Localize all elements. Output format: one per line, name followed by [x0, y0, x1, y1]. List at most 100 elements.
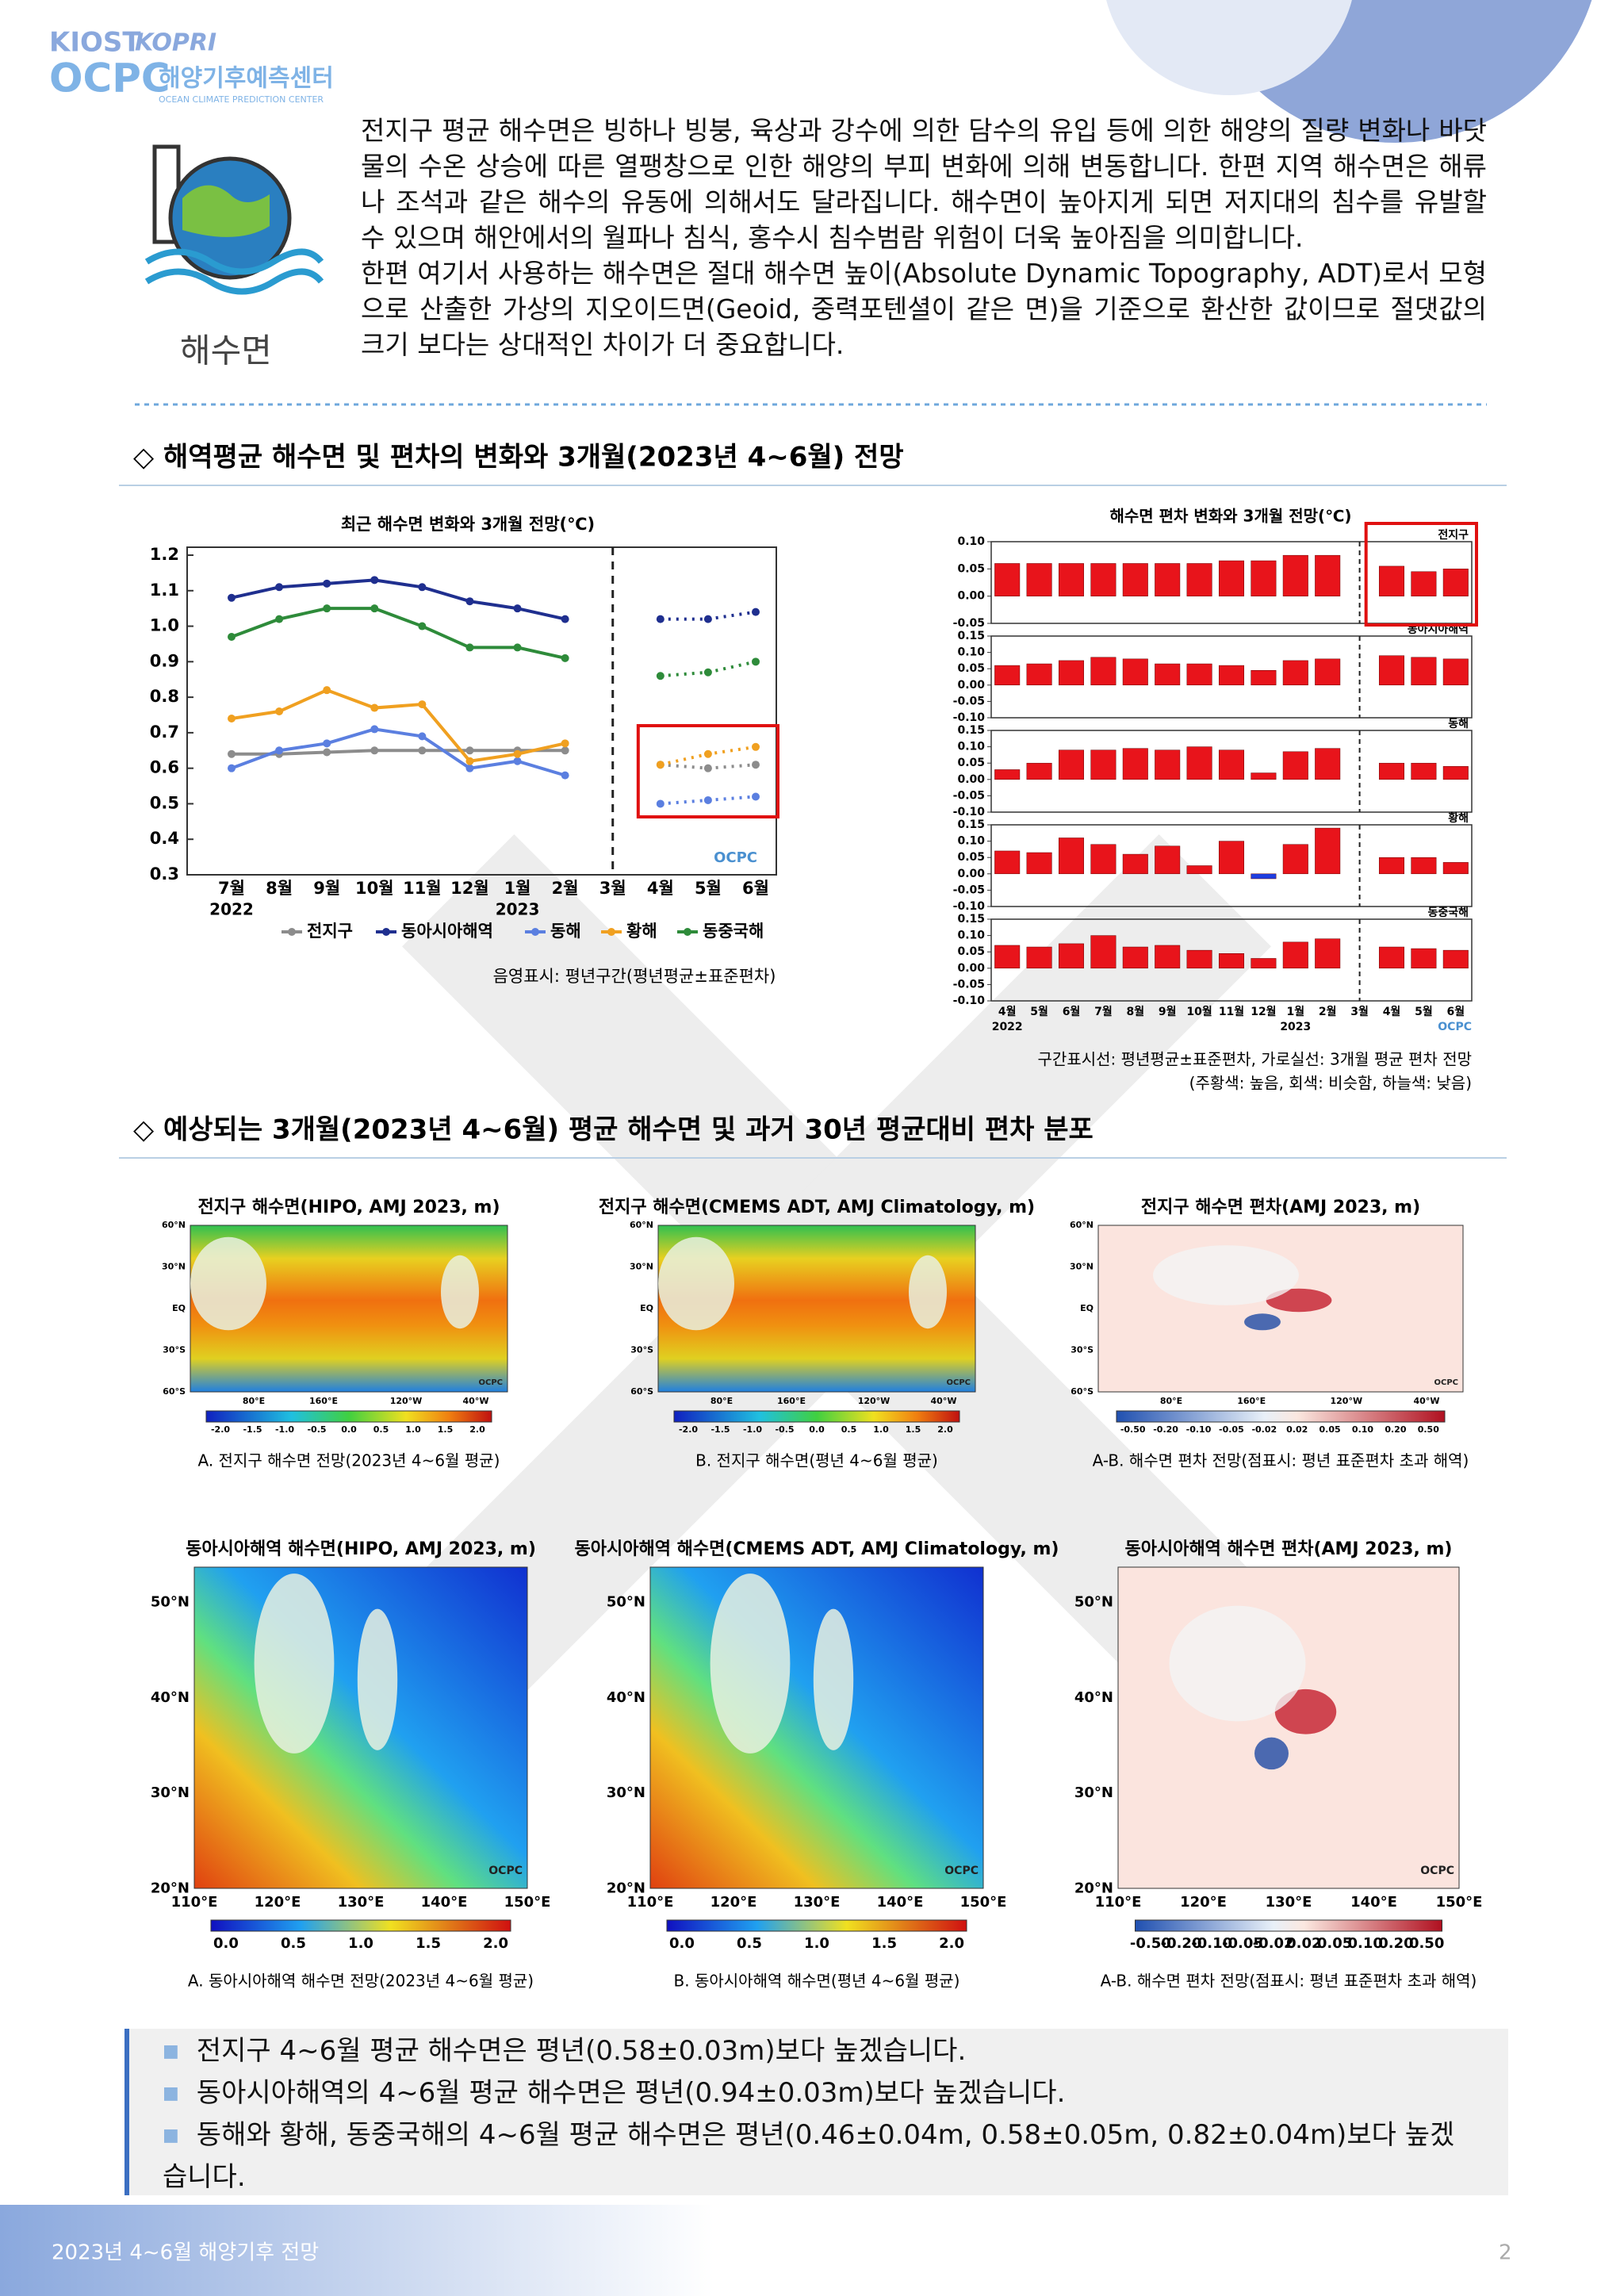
data-point — [370, 576, 379, 585]
lat-label: 60°S — [1071, 1386, 1094, 1397]
lon-label: 110°E — [1095, 1894, 1142, 1911]
lat-label: 30°N — [630, 1262, 653, 1272]
bar — [1315, 938, 1341, 969]
footer-text: 2023년 4~6월 해양기후 전망 — [52, 2241, 319, 2265]
data-point — [275, 615, 284, 623]
bar — [1186, 746, 1212, 780]
y-tick-label: 0.05 — [957, 851, 985, 864]
lat-label: EQ — [172, 1303, 186, 1313]
bar — [1026, 946, 1052, 969]
colorbar-label: -2.0 — [211, 1424, 230, 1435]
colorbar-label: -1.5 — [710, 1424, 730, 1435]
colorbar-label: 0.10 — [1348, 1935, 1383, 1952]
colorbar-label: 0.20 — [1385, 1424, 1406, 1435]
panel-frame — [990, 730, 1473, 813]
colorbar-label: 0.05 — [1317, 1935, 1352, 1952]
x-tick-label: 9월 — [313, 879, 340, 898]
bar — [1251, 772, 1277, 780]
x-tick-label: 8월 — [1126, 1005, 1144, 1018]
map-land — [658, 1236, 734, 1331]
panel-frame — [990, 541, 1473, 624]
bar — [1155, 663, 1181, 686]
bar — [1058, 943, 1085, 969]
y-tick-label: 1.2 — [150, 545, 179, 564]
bar — [1378, 946, 1405, 969]
data-point — [228, 714, 236, 723]
map-land — [813, 1608, 854, 1750]
colorbar-label: -1.0 — [743, 1424, 762, 1435]
series-line — [231, 578, 566, 621]
year-label: 2022 — [992, 1021, 1023, 1033]
bar — [1282, 844, 1308, 875]
summary-list: ■ 전지구 4~6월 평균 해수면은 평년(0.58±0.03m)보다 높겠습니다… — [163, 2030, 1479, 2198]
x-tick-label: 6월 — [1446, 1005, 1465, 1018]
colorbar-label: -1.5 — [243, 1424, 262, 1435]
legend-marker — [607, 928, 615, 936]
intro-text: 전지구 평균 해수면은 빙하나 빙붕, 육상과 강수에 의한 담수의 유입 등에… — [361, 113, 1487, 362]
colorbar — [666, 1919, 967, 1932]
footer-band — [0, 2205, 714, 2296]
bar — [1058, 660, 1085, 686]
logo-ocpc: OCPC — [49, 56, 170, 102]
data-point — [752, 792, 760, 801]
y-tick-label: 0.15 — [957, 630, 985, 642]
data-point — [228, 764, 236, 772]
colorbar-label: 2.0 — [939, 1935, 964, 1952]
section-title: ◇ 해역평균 해수면 및 편차의 변화와 3개월(2023년 4~6월) 전망 — [133, 442, 904, 473]
bar — [1122, 748, 1148, 780]
bar — [1378, 565, 1405, 596]
data-point — [703, 795, 712, 804]
summary-accent — [124, 2029, 129, 2195]
colorbar-label: -0.05 — [1219, 1424, 1244, 1435]
panel-frame — [990, 824, 1473, 907]
lon-label: 80°E — [1160, 1396, 1182, 1406]
lon-label: 150°E — [1436, 1894, 1483, 1911]
x-tick-label: 12월 — [1251, 1005, 1276, 1018]
x-tick-label: 2월 — [552, 879, 579, 898]
lat-label: 60°S — [163, 1386, 186, 1397]
legend-label: 동중국해 — [703, 922, 764, 941]
lat-label: 20°N — [607, 1880, 645, 1896]
section-title: ◇ 예상되는 3개월(2023년 4~6월) 평균 해수면 및 과거 30년 평… — [133, 1114, 1094, 1146]
highlight-box — [1364, 522, 1479, 627]
lat-label: EQ — [1080, 1303, 1094, 1313]
paragraph: 전지구 평균 해수면은 빙하나 빙붕, 육상과 강수에 의한 담수의 유입 등에… — [361, 115, 1487, 253]
data-point — [752, 608, 760, 616]
bullet: ■ — [163, 2041, 179, 2061]
lat-label: 50°N — [151, 1594, 190, 1611]
x-tick-label: 6월 — [742, 879, 769, 898]
x-tick-label: 1월 — [1286, 1005, 1304, 1018]
colorbar-label: -0.10 — [1186, 1424, 1212, 1435]
legend-marker — [382, 928, 390, 936]
y-tick-label: 0.10 — [957, 835, 985, 848]
panel-label: 동해 — [1448, 718, 1469, 730]
data-point — [228, 593, 236, 602]
year-label: 2023 — [1280, 1021, 1311, 1033]
summary-text: 동아시아해역의 4~6월 평균 해수면은 평년(0.94±0.03m)보다 높겠… — [196, 2077, 1066, 2109]
colorbar-label: 0.0 — [341, 1424, 357, 1435]
bar — [1218, 749, 1245, 780]
y-tick-label: 0.05 — [957, 562, 985, 575]
lon-label: 120°E — [1180, 1894, 1227, 1911]
data-point — [275, 746, 284, 755]
lat-label: 30°S — [163, 1345, 186, 1355]
lon-label: 120°E — [710, 1894, 757, 1911]
x-tick-label: 2월 — [1319, 1005, 1337, 1018]
data-point — [370, 746, 379, 755]
map-field — [649, 1566, 984, 1889]
lat-label: 30°N — [1070, 1262, 1094, 1272]
bullet: ■ — [163, 2083, 179, 2103]
map-title: 동아시아해역 해수면(HIPO, AMJ 2023, m) — [186, 1539, 536, 1559]
bar — [1218, 841, 1245, 875]
lon-label: 140°E — [1350, 1894, 1397, 1911]
colorbar-label: 1.0 — [405, 1424, 421, 1435]
data-point — [752, 657, 760, 666]
lon-label: 130°E — [338, 1894, 385, 1911]
map-caption: A-B. 해수면 편차 전망(점표시: 평년 표준편차 초과 해역) — [1101, 1972, 1477, 1991]
bar — [1315, 748, 1341, 780]
colorbar-label: -0.02 — [1253, 1935, 1294, 1952]
chart-watermark: OCPC — [1438, 1021, 1472, 1033]
colorbar-label: 1.0 — [804, 1935, 829, 1952]
colorbar-label: 0.10 — [1352, 1424, 1373, 1435]
